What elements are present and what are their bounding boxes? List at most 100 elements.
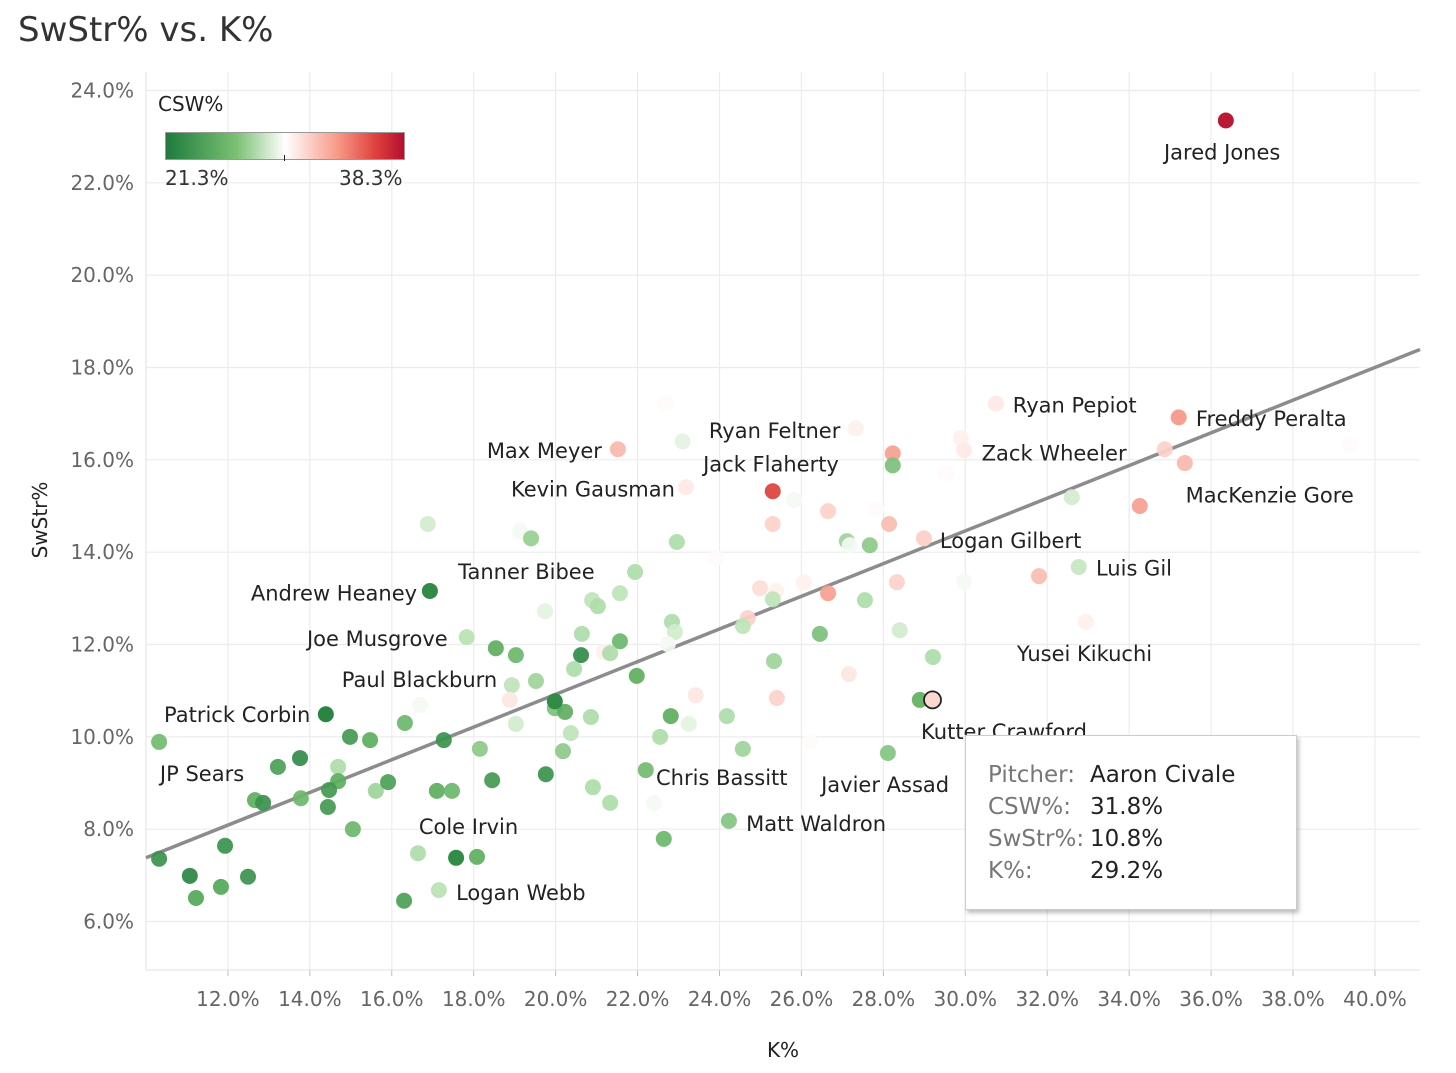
data-point [435,732,452,749]
data-point-javier-assad[interactable] [879,745,896,762]
data-point [856,592,873,609]
x-tick-label: 38.0% [1261,987,1325,1011]
data-point [240,868,257,885]
data-point-jp-sears[interactable] [151,733,168,750]
data-point [764,516,781,533]
data-point [734,740,751,757]
point-label: MacKenzie Gore [1186,483,1354,507]
x-tick-label: 12.0% [196,987,260,1011]
data-point [1063,489,1080,506]
data-point [840,666,857,683]
data-point [1341,437,1358,454]
data-point [802,733,819,750]
grid [145,72,1420,976]
point-label: Luis Gil [1096,556,1172,580]
data-point-tanner-bibee[interactable] [523,530,540,547]
data-point [680,715,697,732]
data-point [292,750,309,767]
data-point-patrick-corbin[interactable] [317,706,334,723]
data-point [507,647,524,664]
data-point [396,892,413,909]
data-point [527,672,544,689]
x-tick-label: 34.0% [1097,987,1161,1011]
data-point [428,782,445,799]
data-point-kevin-gausman[interactable] [677,479,694,496]
data-point-freddy-peralta[interactable] [1170,409,1187,426]
data-point-chris-bassitt[interactable] [637,762,654,779]
data-point [380,774,397,791]
data-point [657,395,674,412]
point-label: Matt Waldron [746,812,886,836]
data-point [573,647,590,664]
data-point [1131,497,1148,514]
data-point-ryan-feltner[interactable] [847,420,864,437]
data-point [566,660,583,677]
data-point-luis-gil[interactable] [1070,558,1087,575]
x-tick-label: 26.0% [770,987,834,1011]
x-tick-label: 22.0% [606,987,670,1011]
point-label: Javier Assad [819,773,949,797]
point-label: Yusei Kikuchi [1016,642,1152,666]
data-point-andrew-heaney[interactable] [421,582,438,599]
data-point [319,799,336,816]
data-point [666,624,683,641]
point-label: Freddy Peralta [1196,407,1347,431]
data-point [884,457,901,474]
color-legend-bar [165,132,405,161]
data-point [212,878,229,895]
tooltip-key: SwStr%: [988,826,1085,852]
tooltip: Pitcher: Aaron Civale CSW%: 31.8% SwStr%: 1… [965,735,1297,910]
data-point-ryan-pepiot[interactable] [988,395,1005,412]
tooltip-value: 29.2% [1090,858,1164,884]
data-point-cole-irvin[interactable] [448,849,465,866]
data-point-yusei-kikuchi[interactable] [1077,613,1094,630]
tooltip-value: 31.8% [1090,794,1164,820]
data-point [484,772,501,789]
data-point [662,708,679,725]
data-point-matt-waldron[interactable] [720,812,737,829]
point-label: JP Sears [158,762,244,786]
data-point [687,687,704,704]
data-point [602,794,619,811]
data-point-jack-flaherty[interactable] [764,483,781,500]
data-point [881,516,898,533]
legend-title: CSW% [158,92,224,116]
data-point [562,725,579,742]
data-point-zack-wheeler[interactable] [956,442,973,459]
x-tick-label: 36.0% [1179,987,1243,1011]
data-point-joe-musgrove[interactable] [458,629,475,646]
data-point [412,696,429,713]
data-point-kutter-crawford[interactable] [911,691,928,708]
data-point-max-meyer[interactable] [609,441,626,458]
trendline [145,347,1421,860]
data-point [924,648,941,665]
data-point-jared-jones[interactable] [1217,112,1234,129]
data-point [255,794,272,811]
data-point [652,728,669,745]
tooltip-value: Aaron Civale [1090,762,1236,788]
data-point [582,708,599,725]
y-tick-label: 22.0% [70,171,134,195]
y-tick-label: 12.0% [70,633,134,657]
data-point [1156,441,1173,458]
y-tick-label: 8.0% [83,817,134,841]
data-point-aaron-civale[interactable] [923,690,942,710]
data-point [752,580,769,597]
data-point [891,622,908,639]
point-label: Chris Bassitt [656,766,788,790]
legend-min-label: 21.3% [165,166,229,190]
y-tick-label: 18.0% [70,355,134,379]
data-point [536,603,553,620]
data-point [321,781,338,798]
point-label: Logan Webb [456,881,585,905]
point-label: Joe Musgrove [305,627,448,651]
data-point [867,501,884,518]
data-point-logan-gilbert[interactable] [915,530,932,547]
data-point-mackenzie-gore[interactable] [1176,455,1193,472]
data-point-paul-blackburn[interactable] [546,693,563,710]
x-tick-label: 14.0% [278,987,342,1011]
data-point-logan-webb[interactable] [430,882,447,899]
tooltip-key: Pitcher: [988,762,1075,788]
y-tick-label: 6.0% [83,910,134,934]
data-point [342,728,359,745]
